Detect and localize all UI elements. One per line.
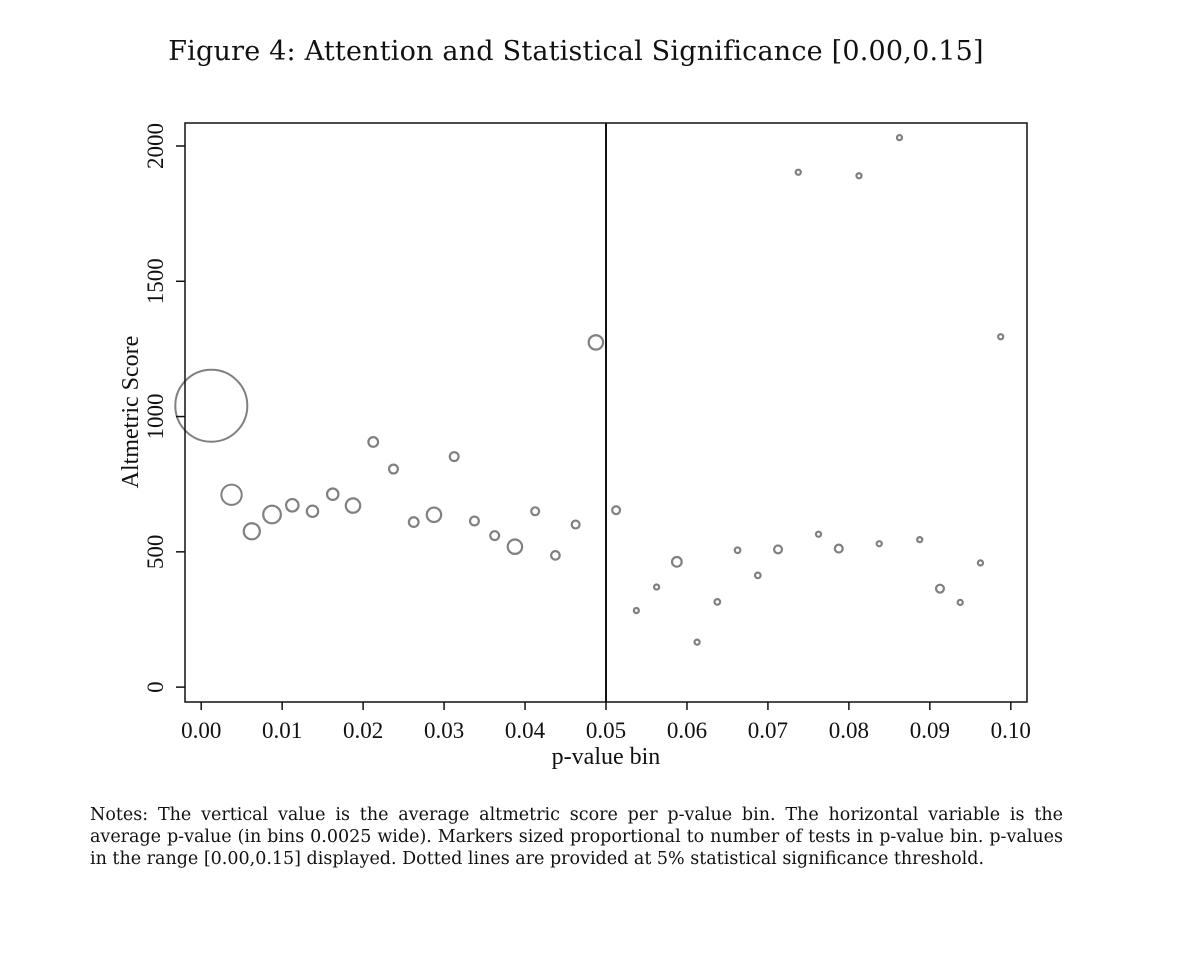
x-tick-label: 0.06 — [667, 718, 707, 743]
scatter-point — [670, 555, 683, 568]
y-tick-label: 500 — [143, 535, 168, 570]
scatter-point — [468, 515, 480, 527]
x-axis: 0.00 0.01 0.02 0.03 0.04 0.05 0.06 0.07 0.08 0.09… — [181, 702, 1031, 743]
scatter-point — [220, 483, 243, 506]
scatter-point — [344, 497, 362, 514]
scatter-point — [713, 598, 722, 606]
scatter-point — [448, 451, 460, 463]
scatter-point — [305, 504, 320, 519]
x-tick-label: 0.10 — [991, 718, 1031, 743]
scatter-point — [772, 544, 784, 555]
x-axis-label: p-value bin — [552, 744, 661, 770]
scatter-point — [174, 368, 249, 443]
x-tick-label: 0.01 — [262, 718, 302, 743]
x-tick-label: 0.07 — [748, 718, 788, 743]
scatter-point — [570, 519, 581, 530]
scatter-point — [587, 334, 605, 351]
scatter-point — [530, 506, 541, 517]
y-tick-label: 1500 — [143, 258, 168, 304]
y-tick-label: 2000 — [143, 123, 168, 169]
x-tick-label: 0.00 — [181, 718, 221, 743]
scatter-point — [976, 559, 985, 567]
scatter-point — [934, 583, 946, 594]
scatter-point — [753, 571, 762, 580]
scatter-point — [407, 516, 420, 529]
x-tick-label: 0.03 — [424, 718, 464, 743]
scatter-point — [611, 505, 622, 516]
chart-title: Figure 4: Attention and Statistical Sign… — [168, 36, 984, 67]
scatter-point — [652, 583, 661, 591]
scatter-point — [325, 487, 340, 502]
scatter-point — [997, 333, 1005, 341]
scatter-point — [262, 504, 282, 525]
scatter-point — [875, 540, 883, 548]
scatter-point — [733, 546, 742, 555]
scatter-point — [814, 530, 823, 538]
scatter-point — [794, 168, 802, 176]
scatter-point — [956, 598, 964, 607]
x-tick-label: 0.02 — [343, 718, 383, 743]
scatter-point — [855, 172, 863, 180]
scatter-chart: 0.00 0.01 0.02 0.03 0.04 0.05 0.06 0.07 0.08 0.09… — [118, 122, 1031, 770]
scatter-point — [895, 133, 904, 142]
figure-notes: Notes: The vertical value is the average… — [90, 805, 1063, 869]
scatter-point — [489, 530, 501, 542]
y-axis: 0 500 1000 1500 2000 — [143, 123, 185, 693]
y-tick-label: 0 — [143, 681, 168, 693]
scatter-point — [632, 606, 641, 615]
x-tick-label: 0.05 — [586, 718, 626, 743]
x-tick-label: 0.04 — [505, 718, 546, 743]
scatter-point — [367, 436, 380, 448]
x-tick-label: 0.08 — [829, 718, 869, 743]
scatter-point — [242, 522, 261, 541]
scatter-point — [387, 463, 399, 475]
scatter-point — [284, 497, 300, 513]
scatter-point — [550, 549, 561, 561]
scatter-point — [693, 638, 701, 646]
x-tick-label: 0.09 — [910, 718, 950, 743]
scatter-point — [916, 536, 924, 544]
y-axis-label: Altmetric Score — [118, 336, 144, 489]
scatter-point — [425, 506, 443, 524]
scatter-point — [833, 543, 844, 554]
y-tick-label: 1000 — [143, 394, 168, 440]
markers-layer — [174, 133, 1005, 646]
scatter-point — [506, 538, 524, 555]
